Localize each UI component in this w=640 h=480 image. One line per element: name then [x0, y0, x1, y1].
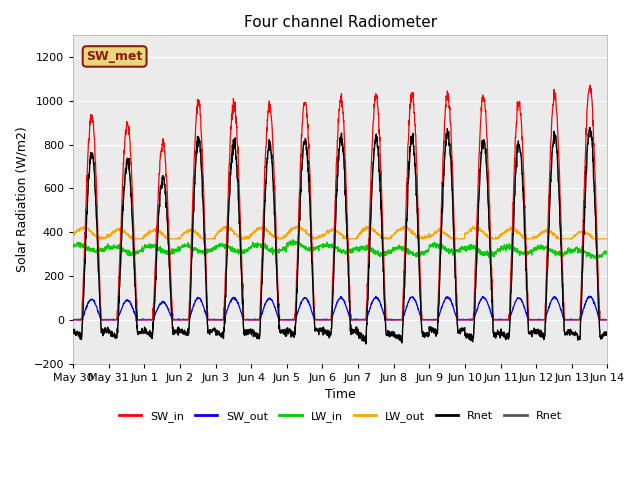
- Y-axis label: Solar Radiation (W/m2): Solar Radiation (W/m2): [15, 127, 28, 272]
- Title: Four channel Radiometer: Four channel Radiometer: [244, 15, 437, 30]
- Text: SW_met: SW_met: [86, 50, 143, 63]
- Legend: SW_in, SW_out, LW_in, LW_out, Rnet, Rnet: SW_in, SW_out, LW_in, LW_out, Rnet, Rnet: [115, 407, 566, 427]
- X-axis label: Time: Time: [325, 388, 356, 401]
